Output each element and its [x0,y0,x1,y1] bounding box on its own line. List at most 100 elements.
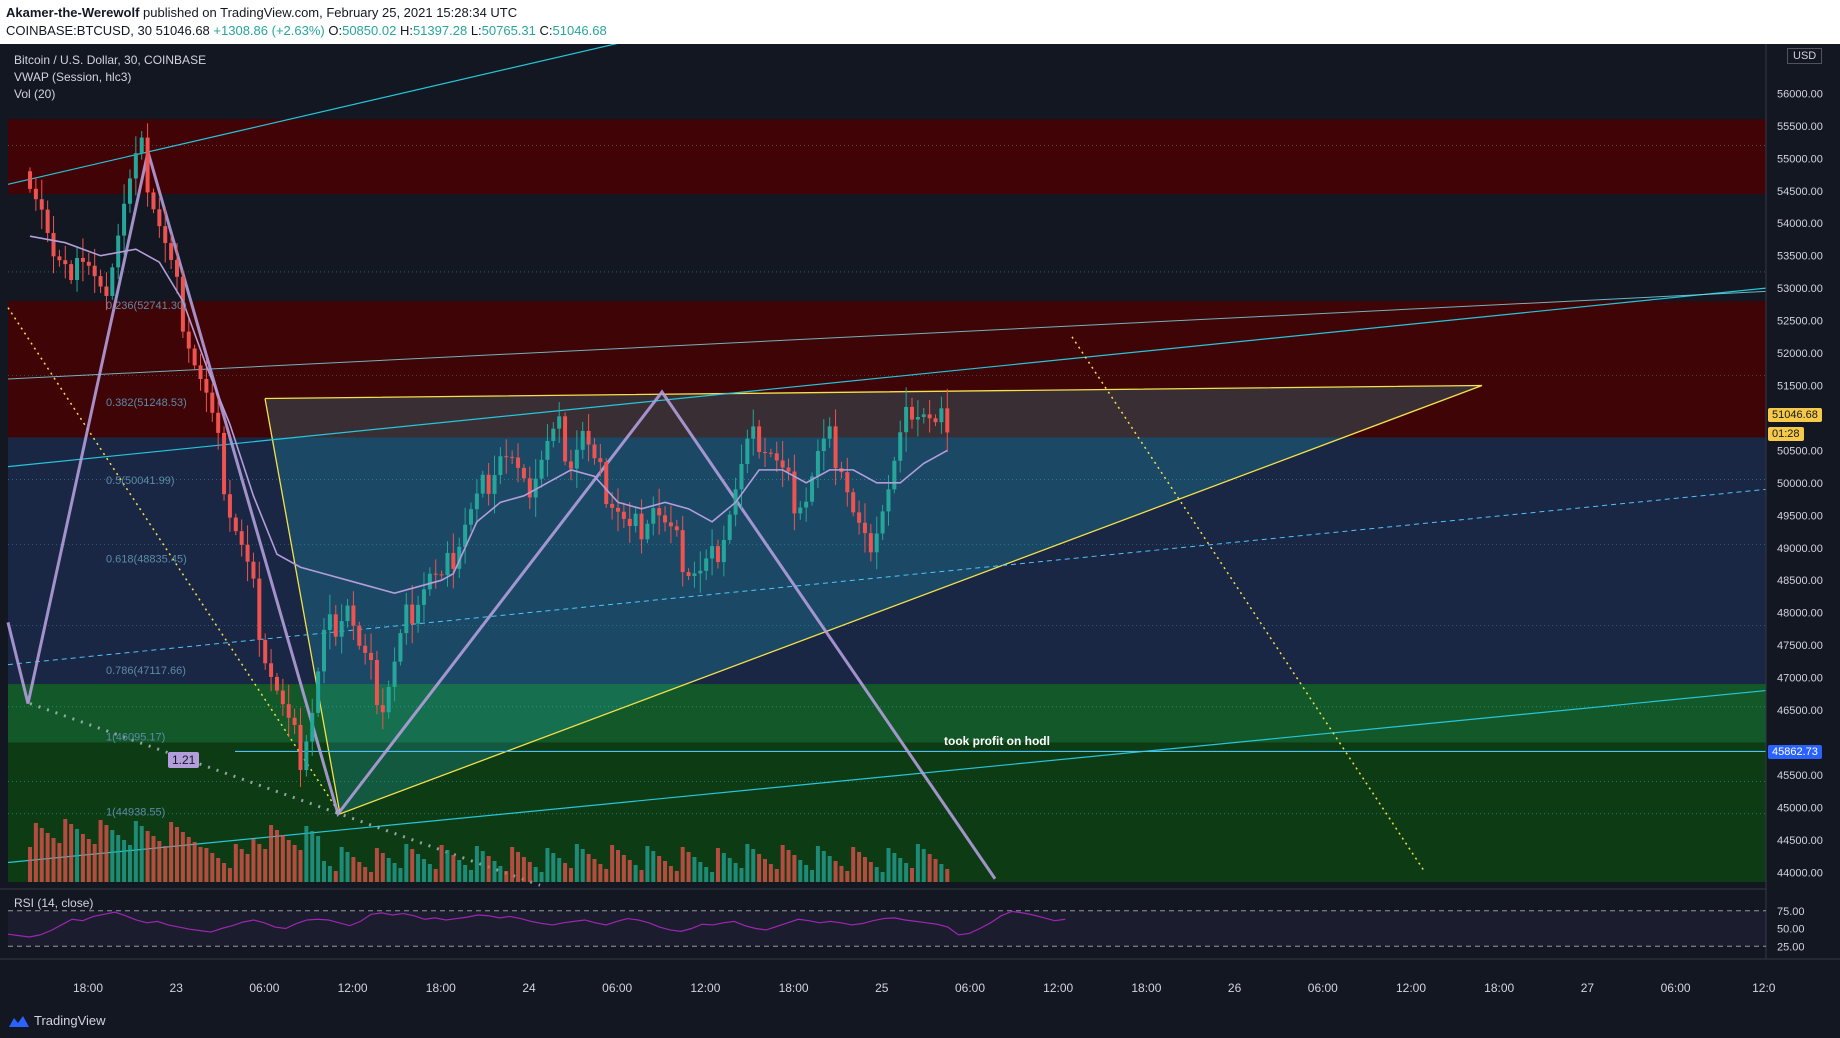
candle-body-30 [204,379,209,393]
volume-bar-7 [69,824,74,882]
chart-canvas[interactable]: 0.236(52741.30) 0.382(51248.53) 0.5(50041.… [0,44,1840,1004]
volume-bar-4 [51,838,56,882]
candle-body-116 [710,546,715,559]
vwap-layer [29,235,948,595]
candle-body-132 [804,501,809,508]
candle-body-122 [745,438,750,465]
resistance-zone-top [8,119,1766,195]
volume-bar-128 [780,845,785,882]
candle-body-39 [257,578,262,640]
volume-bar-127 [774,869,779,882]
candle-body-51 [327,614,332,630]
o-value: 50850.02 [342,23,397,38]
volume-bar-10 [86,839,91,882]
candle-body-48 [310,712,315,742]
volume-bar-89 [551,853,556,882]
volume-bar-152 [921,849,926,882]
candle-body-107 [657,508,662,516]
candle-body-101 [621,511,626,519]
candle-body-73 [457,546,462,569]
candle-body-128 [780,460,785,468]
legend-vwap[interactable]: VWAP (Session, hlc3) [14,70,132,84]
publish-info: published on TradingView.com, February 2… [143,5,518,20]
took-profit-annotation[interactable]: took profit on hodl [944,734,1050,748]
volume-bar-16 [122,840,127,882]
candle-body-38 [251,561,256,579]
price-tick-3: 54500.00 [1777,186,1823,198]
volume-bar-102 [627,860,632,882]
volume-bar-110 [674,871,679,882]
candle-body-140 [851,492,856,513]
fib-label-3: 0.618(48835.45) [106,553,187,565]
candle-body-136 [827,426,832,439]
rsi-legend[interactable]: RSI (14, close) [14,896,94,910]
ratio-badge[interactable]: 1.21 [168,752,200,768]
candle-body-103 [633,513,638,527]
time-tick-4: 18:00 [426,981,456,995]
candle-body-96 [592,444,597,459]
candle-body-37 [245,544,250,562]
legend-vol[interactable]: Vol (20) [14,87,56,101]
volume-bar-3 [45,833,50,882]
volume-bar-135 [821,851,826,882]
volume-bar-48 [310,831,315,882]
candle-body-117 [715,546,720,563]
candle-body-55 [351,605,356,626]
price-tick-17: 47000.00 [1777,673,1823,685]
candle-body-115 [704,558,709,571]
volume-bar-100 [616,850,620,882]
volume-bar-32 [216,858,221,882]
volume-bar-99 [610,845,615,882]
volume-bar-43 [280,835,285,882]
time-axis: 18:00 23 06:00 12:00 18:00 24 06:00 12:00 18:00 2… [0,958,1840,995]
price-tick-7: 52500.00 [1777,316,1823,328]
candle-body-154 [933,418,938,423]
price-tick-6: 53000.00 [1777,283,1823,295]
volume-bar-124 [757,854,762,882]
volume-bar-115 [704,867,709,882]
volume-bar-105 [645,846,650,882]
candle-body-32 [216,412,221,433]
time-tick-6: 06:00 [602,981,632,995]
time-tick-8: 18:00 [779,981,809,995]
h-label: H: [399,23,413,38]
candle-body-10 [86,261,91,266]
candle-body-23 [163,226,168,244]
volume-bar-57 [363,867,368,882]
volume-bar-112 [686,852,691,882]
volume-bar-61 [386,858,391,882]
candle-body-118 [721,539,726,563]
candle-body-58 [369,652,374,661]
candle-body-68 [427,573,432,590]
price-tick-11: 50000.00 [1777,478,1823,490]
candle-body-121 [739,464,744,490]
resistance-zone-mid [8,301,1766,438]
volume-bar-95 [586,854,591,882]
volume-bar-72 [451,855,456,882]
author-name[interactable]: Akamer-the-Werewolf [6,5,140,20]
candle-body-20 [145,137,150,193]
candle-body-17 [127,178,132,204]
candle-body-147 [892,460,897,490]
zones-layer [8,119,1766,882]
candle-body-94 [580,430,585,450]
candle-body-91 [563,416,568,462]
candle-body-45 [292,717,297,725]
candle-body-31 [210,392,215,413]
candle-body-71 [445,552,450,576]
candle-body-7 [69,264,74,281]
volume-bar-68 [427,864,432,882]
candle-body-87 [539,459,544,479]
time-tick-3: 12:00 [338,981,368,995]
volume-bar-82 [510,847,515,882]
price-tick-19: 45500.00 [1777,770,1823,782]
candle-body-156 [945,408,950,433]
time-tick-19: 12:0 [1752,981,1776,995]
candle-body-52 [333,614,338,637]
volume-bar-131 [798,860,803,882]
price-axis: 56000.00 55500.00 55000.00 54500.00 54000.00… [1765,44,1823,959]
volume-bar-148 [898,858,903,882]
footer-brand[interactable]: TradingView [34,1013,106,1028]
currency-button[interactable]: USD [1787,48,1823,64]
volume-bar-125 [763,859,767,882]
